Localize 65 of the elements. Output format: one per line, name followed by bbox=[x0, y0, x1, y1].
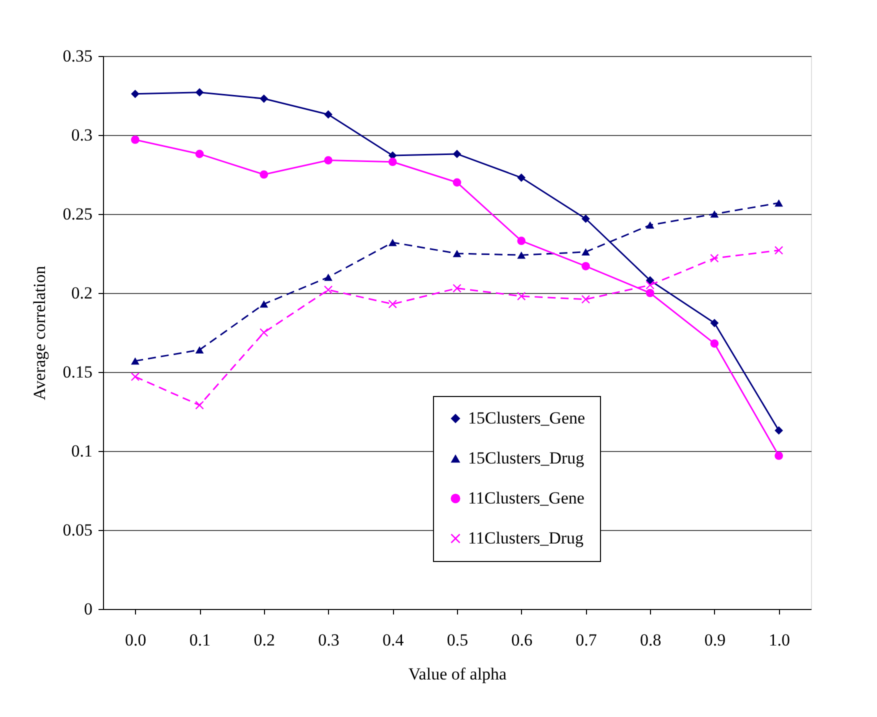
point bbox=[452, 150, 462, 158]
y-tick-label: 0 bbox=[84, 600, 92, 618]
point bbox=[774, 199, 783, 207]
point bbox=[582, 214, 590, 223]
y-tick-label: 0.05 bbox=[62, 520, 92, 540]
point bbox=[131, 90, 140, 98]
y-tick-label: 0.15 bbox=[62, 362, 92, 382]
point bbox=[260, 328, 268, 337]
point bbox=[582, 248, 590, 256]
legend-label: 11Clusters_Drug bbox=[468, 528, 584, 548]
point bbox=[774, 426, 783, 435]
x-tick-label: 0.8 bbox=[640, 630, 662, 650]
y-tick-label: 0.2 bbox=[71, 284, 92, 302]
point bbox=[260, 300, 268, 308]
y-tick-label: 0.35 bbox=[62, 46, 92, 66]
x-tick-label: 0.2 bbox=[254, 630, 276, 650]
point bbox=[452, 284, 462, 292]
point bbox=[517, 251, 526, 259]
point bbox=[388, 300, 397, 308]
x-axis-title: Value of alpha bbox=[408, 664, 508, 684]
y-tick-label: 0.3 bbox=[71, 126, 92, 144]
point bbox=[195, 346, 204, 354]
y-tick-label: 0.25 bbox=[62, 204, 92, 224]
x-tick-label: 0.3 bbox=[318, 630, 340, 650]
point bbox=[646, 276, 654, 285]
point bbox=[710, 210, 719, 218]
y-tick-label: 0.1 bbox=[71, 442, 92, 460]
point bbox=[646, 288, 654, 298]
x-tick-label: 0.6 bbox=[511, 630, 532, 650]
point bbox=[324, 274, 332, 281]
x-tick-label: 0.0 bbox=[125, 630, 146, 650]
legend-label: 15Clusters_Gene bbox=[468, 408, 586, 428]
point bbox=[710, 339, 719, 348]
point bbox=[324, 156, 332, 164]
x-tick-label: 0.7 bbox=[576, 630, 598, 650]
point bbox=[517, 236, 526, 246]
point bbox=[388, 158, 397, 166]
point bbox=[774, 246, 783, 255]
point bbox=[388, 238, 397, 246]
point bbox=[517, 173, 526, 182]
point bbox=[517, 292, 526, 300]
point bbox=[260, 94, 268, 103]
legend-label: 11Clusters_Gene bbox=[468, 488, 584, 508]
point bbox=[131, 136, 140, 144]
point bbox=[131, 357, 140, 365]
point bbox=[710, 318, 719, 328]
y-axis-title: Average correlation bbox=[30, 265, 49, 400]
x-tick-label: 0.5 bbox=[446, 630, 468, 650]
point bbox=[774, 452, 783, 460]
point bbox=[646, 221, 654, 229]
point bbox=[195, 400, 204, 410]
x-tick-label: 0.9 bbox=[704, 630, 726, 650]
x-tick-label: 0.1 bbox=[189, 630, 211, 650]
point bbox=[195, 88, 204, 97]
point bbox=[195, 150, 204, 158]
point bbox=[452, 250, 462, 258]
point bbox=[582, 262, 590, 270]
point bbox=[646, 280, 654, 290]
point bbox=[260, 170, 268, 179]
x-tick-label: 0.4 bbox=[382, 630, 404, 650]
x-tick-label: 1.0 bbox=[768, 630, 790, 650]
legend-label: 15Clusters_Drug bbox=[468, 448, 585, 468]
point bbox=[452, 178, 462, 187]
point bbox=[324, 110, 332, 119]
point bbox=[710, 254, 719, 262]
